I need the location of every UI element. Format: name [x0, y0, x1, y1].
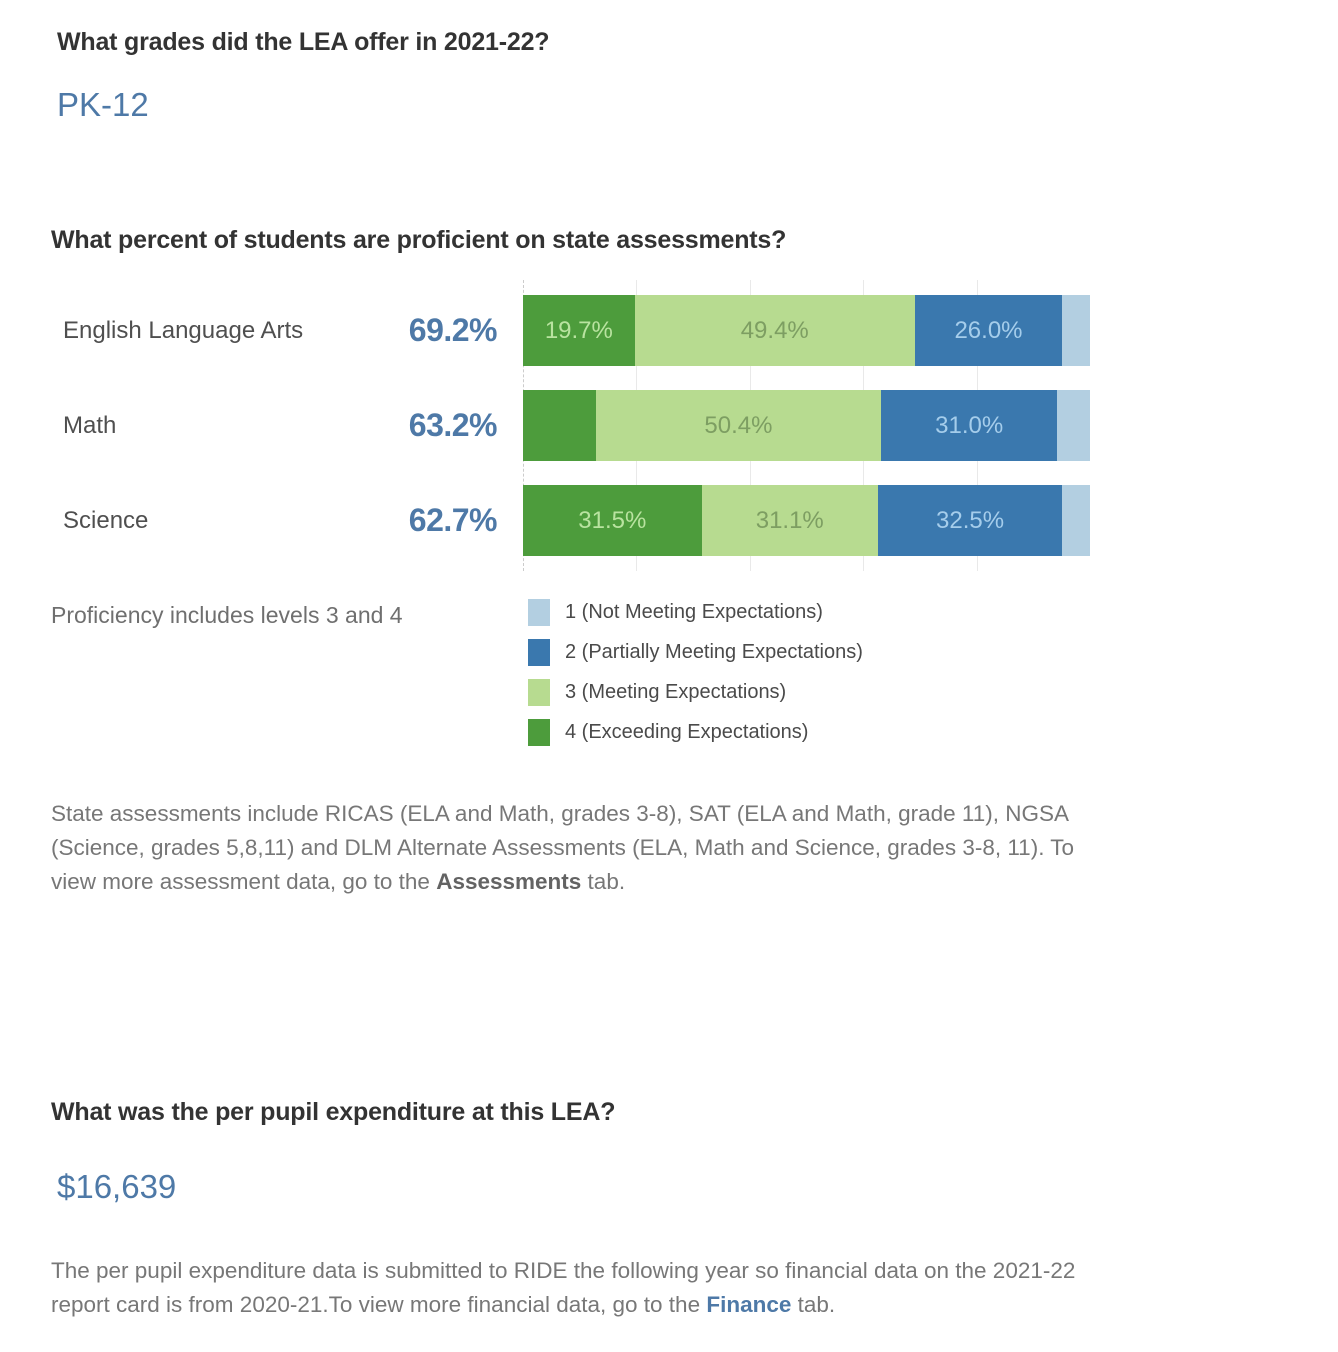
assessment-row: Science 62.7% 31.5% 31.1% 32.5% — [51, 485, 1090, 556]
bar-segment-level-4[interactable]: 31.5% — [523, 485, 702, 556]
question-per-pupil-expenditure: What was the per pupil expenditure at th… — [51, 1098, 616, 1126]
assessment-row: Math 63.2% 50.4% 31.0% — [51, 390, 1090, 461]
stacked-bar: 31.5% 31.1% 32.5% — [523, 485, 1090, 556]
segment-value-label: 19.7% — [544, 316, 613, 344]
assessment-chart-rows: English Language Arts 69.2% 19.7% 49.4% 26.0… — [51, 295, 1090, 556]
legend-label: 3 (Meeting Expectations) — [565, 680, 787, 703]
bar-segment-level-3[interactable]: 31.1% — [701, 485, 878, 556]
segment-value-label: 50.4% — [704, 411, 773, 439]
bar-segment-level-4[interactable] — [523, 390, 596, 461]
legend-item[interactable]: 4 (Exceeding Expectations) — [523, 712, 1090, 752]
bar-segment-level-1[interactable] — [1057, 390, 1090, 461]
finance-footnote-text: The per pupil expenditure data is submit… — [51, 1258, 1076, 1317]
legend-item[interactable]: 2 (Partially Meeting Expectations) — [523, 632, 1090, 672]
bar-segment-level-1[interactable] — [1062, 295, 1090, 366]
legend-item[interactable]: 1 (Not Meeting Expectations) — [523, 592, 1090, 632]
segment-value-label: 32.5% — [936, 506, 1005, 534]
bar-segment-level-3[interactable]: 50.4% — [595, 390, 882, 461]
category-label: Science — [63, 506, 149, 534]
proficiency-total: 69.2% — [408, 312, 498, 348]
bar-segment-level-3[interactable]: 49.4% — [634, 295, 915, 366]
per-pupil-expenditure-value: $16,639 — [57, 1168, 177, 1205]
bar-segment-level-2[interactable]: 32.5% — [877, 485, 1063, 556]
segment-value-label: 31.5% — [578, 506, 647, 534]
stacked-bar: 50.4% 31.0% — [523, 390, 1090, 461]
note-and-legend: Proficiency includes levels 3 and 4 1 (N… — [51, 592, 1090, 752]
assessments-tab-mention: Assessments — [436, 869, 582, 894]
bar-segment-level-1[interactable] — [1062, 485, 1090, 556]
grades-offered-value: PK-12 — [57, 86, 149, 123]
assessments-footnote-tail: tab. — [581, 869, 626, 894]
assessments-footnote-text: State assessments include RICAS (ELA and… — [51, 801, 1075, 894]
assessments-footnote: State assessments include RICAS (ELA and… — [51, 797, 1096, 899]
legend-item[interactable]: 3 (Meeting Expectations) — [523, 672, 1090, 712]
proficiency-note: Proficiency includes levels 3 and 4 — [51, 602, 403, 628]
legend-swatch — [528, 678, 550, 706]
segment-value-label: 31.0% — [935, 411, 1004, 439]
legend-swatch — [528, 718, 550, 746]
category-label: Math — [63, 411, 117, 439]
segment-value-label: 26.0% — [954, 316, 1023, 344]
question-proficiency: What percent of students are proficient … — [51, 226, 787, 254]
proficiency-total: 62.7% — [408, 502, 498, 538]
proficiency-total: 63.2% — [408, 407, 498, 443]
finance-footnote: The per pupil expenditure data is submit… — [51, 1254, 1096, 1322]
bar-segment-level-2[interactable]: 26.0% — [914, 295, 1063, 366]
category-label: English Language Arts — [63, 316, 304, 344]
legend-swatch — [528, 638, 550, 666]
legend-label: 2 (Partially Meeting Expectations) — [565, 640, 863, 663]
bar-segment-level-4[interactable]: 19.7% — [523, 295, 635, 366]
assessment-row: English Language Arts 69.2% 19.7% 49.4% 26.0… — [51, 295, 1090, 366]
finance-footnote-tail: tab. — [791, 1292, 836, 1317]
stacked-bar: 19.7% 49.4% 26.0% — [523, 295, 1090, 366]
proficiency-stacked-bar-chart: English Language Arts 69.2% 19.7% 49.4% 26.0… — [51, 280, 1090, 571]
question-grades-offered: What grades did the LEA offer in 2021-22… — [57, 28, 550, 56]
legend-swatch — [528, 598, 550, 626]
legend-label: 4 (Exceeding Expectations) — [565, 720, 809, 743]
legend-label: 1 (Not Meeting Expectations) — [565, 600, 823, 623]
finance-tab-mention: Finance — [706, 1292, 792, 1317]
segment-value-label: 31.1% — [755, 506, 824, 534]
segment-value-label: 49.4% — [740, 316, 809, 344]
chart-legend: 1 (Not Meeting Expectations) 2 (Partially… — [523, 592, 1090, 752]
bar-segment-level-2[interactable]: 31.0% — [881, 390, 1058, 461]
